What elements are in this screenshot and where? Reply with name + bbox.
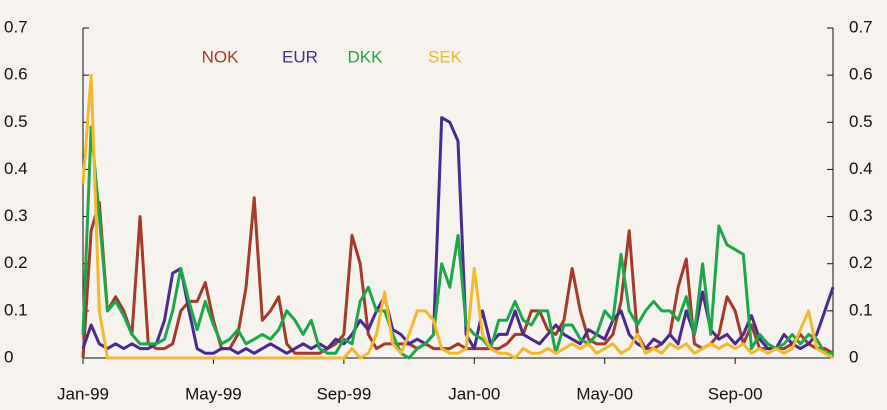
x-tick-label: May-99: [185, 384, 242, 403]
line-series: [81, 125, 833, 360]
y-tick-label: 0.5: [4, 112, 28, 131]
y-tick-label: 0.4: [4, 159, 28, 178]
legend-label: SEK: [428, 47, 463, 66]
y2-tick-label: 0.5: [849, 112, 873, 131]
legend-label: NOK: [202, 47, 240, 66]
y2-tick-label: 0.4: [849, 159, 873, 178]
y2-tick-label: 0: [849, 347, 858, 366]
y2-tick-label: 0.7: [849, 17, 873, 36]
y2-tick-label: 0.3: [849, 206, 873, 225]
x-tick-label: Sep-00: [708, 384, 763, 403]
y-tick-label: 0.2: [4, 253, 28, 272]
x-tick-label: Jan-99: [57, 384, 109, 403]
line-series: [81, 73, 834, 360]
x-tick-label: Jan-00: [448, 384, 500, 403]
y-tick-label: 0: [4, 347, 13, 366]
y2-tick-label: 0.1: [849, 300, 873, 319]
legend-label: EUR: [282, 47, 318, 66]
y-tick-label: 0.6: [4, 65, 28, 84]
x-tick-label: May-00: [576, 384, 633, 403]
y-tick-label: 0.7: [4, 17, 28, 36]
y-tick-label: 0.3: [4, 206, 28, 225]
x-tick-label: Sep-99: [316, 384, 371, 403]
legend-label: DKK: [348, 47, 384, 66]
y2-tick-label: 0.2: [849, 253, 873, 272]
y-tick-label: 0.1: [4, 300, 28, 319]
y2-tick-label: 0.6: [849, 65, 873, 84]
